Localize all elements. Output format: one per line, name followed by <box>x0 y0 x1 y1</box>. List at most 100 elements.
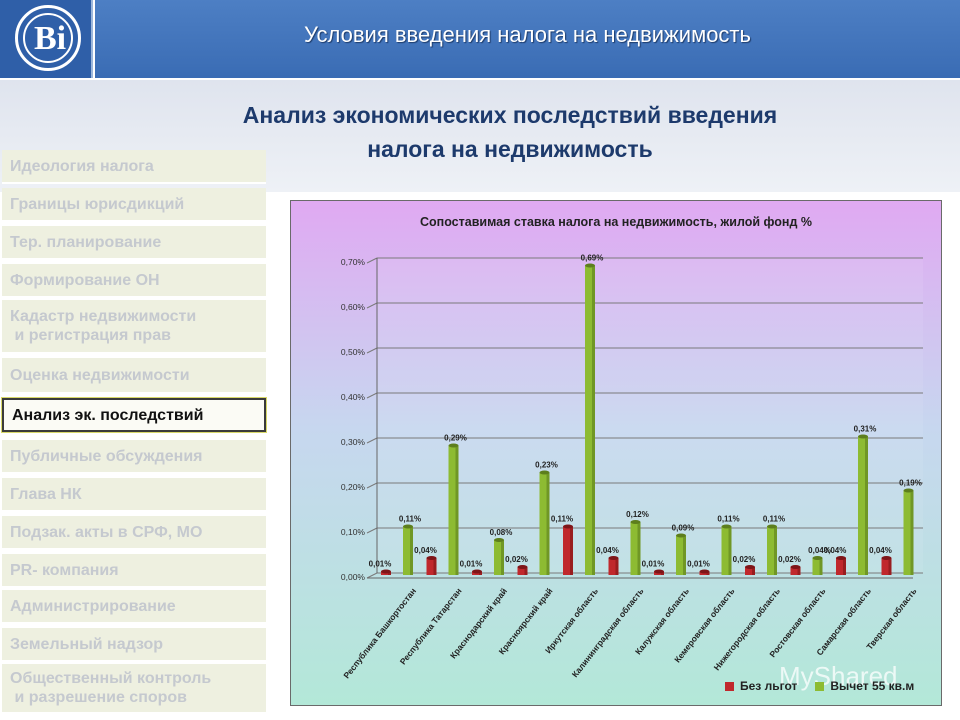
x-tick-label: Республика Башкортостан <box>341 586 418 680</box>
gridline-depth <box>366 482 378 489</box>
bar-top <box>403 524 413 529</box>
sidebar-item-7[interactable]: Анализ эк. последствий <box>2 398 266 432</box>
bar-1 <box>517 567 528 575</box>
bar-shade <box>774 526 777 575</box>
sidebar-item-9[interactable]: Глава НК <box>2 478 266 512</box>
sidebar-item-8[interactable]: Публичные обсуждения <box>2 440 266 474</box>
bar-top <box>448 443 459 448</box>
data-label: 0,11% <box>717 515 739 524</box>
bar-top <box>812 556 823 560</box>
y-tick-label: 0,20% <box>341 482 366 492</box>
page-title-line2: налога на недвижимость <box>367 136 653 162</box>
data-label: 0,11% <box>763 515 785 524</box>
y-tick-label: 0,00% <box>341 572 366 582</box>
bar-top <box>881 556 892 560</box>
data-label: 0,69% <box>581 254 604 263</box>
bar-top <box>630 520 641 524</box>
bar-top <box>745 565 755 569</box>
data-label: 0,12% <box>626 510 649 519</box>
bar-2 <box>585 265 595 575</box>
bar-top <box>494 538 504 542</box>
y-tick-label: 0,10% <box>341 527 366 537</box>
page-title: Анализ экономических последствий введени… <box>130 98 890 166</box>
gridline-depth <box>366 572 378 579</box>
y-tick-label: 0,30% <box>341 437 366 447</box>
bar-top <box>699 569 710 574</box>
data-label: 0,11% <box>399 515 421 524</box>
bar-shade <box>910 490 914 575</box>
sidebar-item-label: Кадастр недвижимости и регистрация прав <box>10 308 197 344</box>
sidebar-item-label: Оценка недвижимости <box>10 366 190 384</box>
bar-top <box>585 263 595 268</box>
bar-1 <box>608 558 619 575</box>
sidebar-item-label: Формирование ОН <box>10 271 160 289</box>
bar-1 <box>563 526 573 575</box>
data-label: 0,04% <box>824 546 847 555</box>
sidebar-item-label: Администрирование <box>10 597 176 615</box>
sidebar-item-11[interactable]: PR- компания <box>2 554 266 588</box>
sidebar-item-3[interactable]: Тер. планирование <box>2 226 266 260</box>
sidebar-item-label: Идеология налога <box>10 157 154 175</box>
data-label: 0,31% <box>854 425 877 434</box>
bar-shade <box>479 571 482 575</box>
bar-1 <box>426 558 437 575</box>
sidebar-item-12[interactable]: Администрирование <box>2 590 266 624</box>
gridline-depth <box>366 437 378 444</box>
data-label: 0,23% <box>535 461 558 470</box>
gridline-depth <box>366 392 378 399</box>
data-label: 0,04% <box>869 546 892 555</box>
data-label: 0,04% <box>414 546 437 555</box>
legend-label-series2: Вычет 55 кв.м <box>830 679 915 693</box>
data-label: 0,01% <box>687 560 710 569</box>
bar-shade <box>706 571 710 575</box>
logo: Ві <box>0 0 93 78</box>
logo-letter: Ві <box>33 20 67 57</box>
bar-top <box>836 556 846 560</box>
sidebar-item-4[interactable]: Формирование ОН <box>2 264 266 298</box>
sidebar-item-2[interactable]: Границы юрисдикций <box>2 188 266 222</box>
bar-shade <box>388 571 391 575</box>
sidebar-item-1[interactable]: Идеология налога <box>2 150 266 184</box>
bar-top <box>517 565 528 569</box>
bar-2 <box>448 445 459 575</box>
page-title-line1: Анализ экономических последствий введени… <box>242 102 778 128</box>
bar-shade <box>683 535 686 575</box>
sidebar-item-6[interactable]: Оценка недвижимости <box>2 358 266 394</box>
bar-top <box>676 533 686 538</box>
bar-top <box>903 488 914 493</box>
data-label: 0,02% <box>505 555 528 564</box>
bar-shade <box>728 526 732 575</box>
sidebar-item-label: Анализ эк. последствий <box>12 406 204 424</box>
bar-shade <box>865 436 868 575</box>
data-label: 0,01% <box>369 560 392 569</box>
watermark: MyShared <box>779 661 898 691</box>
bar-top <box>767 524 777 529</box>
logo-emblem: Ві <box>15 5 81 71</box>
data-label: 0,11% <box>551 515 573 524</box>
bar-2 <box>403 526 413 575</box>
data-label: 0,04% <box>808 546 831 555</box>
bar-top <box>654 569 664 574</box>
y-tick-label: 0,40% <box>341 392 366 402</box>
bar-1 <box>745 567 755 575</box>
sidebar-item-10[interactable]: Подзак. акты в СРФ, МО <box>2 516 266 550</box>
y-tick-label: 0,70% <box>341 257 366 267</box>
bar-shade <box>843 558 846 575</box>
bar-shade <box>797 567 801 575</box>
bar-top <box>790 565 801 569</box>
chart-legend: Без льгот Вычет 55 кв.м <box>725 679 914 693</box>
bar-shade <box>752 567 755 575</box>
bar-shade <box>433 558 437 575</box>
gridline-depth <box>366 302 378 309</box>
sidebar-item-14[interactable]: Общественный контроль и разрешение споро… <box>2 664 266 714</box>
bar-shade <box>455 445 459 575</box>
bar-top <box>563 524 573 529</box>
bar-top <box>426 556 437 560</box>
sidebar-item-label: Земельный надзор <box>10 635 164 653</box>
sidebar-item-5[interactable]: Кадастр недвижимости и регистрация прав <box>2 300 266 354</box>
gridline-depth <box>366 527 378 534</box>
sidebar-item-label: Тер. планирование <box>10 233 162 251</box>
sidebar-item-13[interactable]: Земельный надзор <box>2 628 266 662</box>
sidebar-item-label: PR- компания <box>10 561 119 579</box>
bar-top <box>381 569 391 574</box>
